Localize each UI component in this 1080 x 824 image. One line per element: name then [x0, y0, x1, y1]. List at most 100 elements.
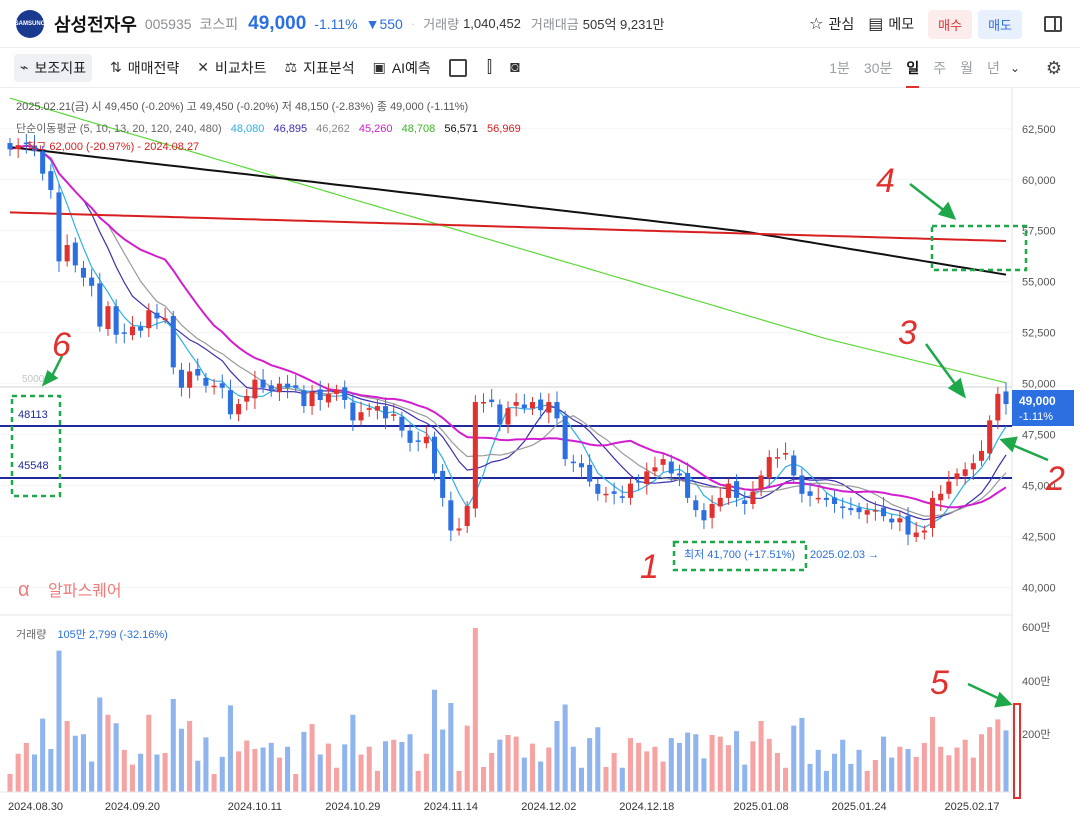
candle[interactable]: [219, 383, 225, 388]
candle[interactable]: [946, 481, 952, 494]
candle[interactable]: [391, 414, 397, 416]
candle[interactable]: [399, 416, 405, 431]
volume-bar[interactable]: [636, 742, 642, 792]
candle[interactable]: [750, 491, 756, 504]
volume-bar[interactable]: [48, 749, 54, 792]
candle[interactable]: [358, 412, 364, 421]
candle[interactable]: [23, 142, 29, 145]
volume-bar[interactable]: [864, 770, 870, 792]
candle[interactable]: [260, 379, 266, 388]
sell-button[interactable]: 매도: [978, 9, 1022, 39]
candle[interactable]: [80, 267, 87, 278]
checkbox-icon[interactable]: [448, 58, 467, 77]
candle[interactable]: [848, 508, 854, 511]
candle[interactable]: [40, 151, 46, 174]
candle[interactable]: [64, 245, 70, 262]
side-panel-icon[interactable]: [1044, 16, 1062, 32]
volume-bar[interactable]: [113, 723, 119, 792]
volume-bar[interactable]: [366, 746, 372, 792]
volume-bar[interactable]: [40, 718, 46, 792]
volume-bar[interactable]: [685, 732, 691, 792]
volume-bar[interactable]: [129, 764, 135, 792]
candle[interactable]: [505, 408, 511, 425]
candle[interactable]: [587, 464, 593, 482]
candle[interactable]: [774, 457, 780, 459]
volume-bar[interactable]: [211, 774, 217, 792]
candle[interactable]: [913, 532, 919, 538]
candle[interactable]: [832, 497, 838, 504]
candle[interactable]: [889, 518, 895, 523]
candle[interactable]: [864, 510, 870, 515]
candle[interactable]: [856, 507, 862, 513]
volume-bar[interactable]: [954, 747, 960, 793]
candle[interactable]: [619, 496, 625, 498]
volume-bar[interactable]: [464, 725, 470, 792]
buy-button[interactable]: 매수: [928, 9, 973, 39]
volume-bar[interactable]: [431, 689, 438, 792]
candle[interactable]: [766, 457, 772, 478]
candle[interactable]: [954, 473, 960, 480]
candle[interactable]: [725, 483, 731, 498]
candle[interactable]: [529, 402, 536, 409]
candle[interactable]: [317, 389, 323, 400]
candle[interactable]: [807, 491, 813, 496]
chevron-down-icon[interactable]: ⌄: [1009, 61, 1020, 75]
candle[interactable]: [660, 459, 666, 465]
candle[interactable]: [578, 463, 585, 468]
volume-bar[interactable]: [652, 746, 658, 792]
volume-bar[interactable]: [187, 721, 193, 792]
candle[interactable]: [7, 143, 13, 150]
volume-bar[interactable]: [480, 767, 487, 792]
volume-bar[interactable]: [138, 753, 144, 792]
volume-bar[interactable]: [766, 738, 772, 792]
candle[interactable]: [480, 402, 487, 404]
candle[interactable]: [921, 530, 927, 533]
volume-bar[interactable]: [285, 746, 291, 792]
candle[interactable]: [791, 455, 797, 476]
candle[interactable]: [97, 283, 103, 327]
candle[interactable]: [636, 481, 642, 483]
candle[interactable]: [742, 500, 748, 504]
volume-bar[interactable]: [293, 774, 299, 792]
candle[interactable]: [521, 404, 527, 409]
candle[interactable]: [31, 145, 38, 152]
candle[interactable]: [105, 306, 111, 330]
volume-bar[interactable]: [448, 703, 454, 792]
volume-bar[interactable]: [489, 753, 495, 792]
volume-bar[interactable]: [415, 770, 421, 792]
volume-bar[interactable]: [31, 754, 38, 793]
candle[interactable]: [881, 507, 887, 517]
volume-bar[interactable]: [889, 757, 895, 792]
volume-bar[interactable]: [252, 749, 258, 792]
candle[interactable]: [211, 385, 217, 388]
candle[interactable]: [431, 436, 438, 474]
candle[interactable]: [668, 461, 674, 474]
candle[interactable]: [170, 315, 176, 368]
volume-bar[interactable]: [595, 727, 601, 792]
candle[interactable]: [203, 377, 209, 386]
volume-bar[interactable]: [391, 739, 397, 792]
candle[interactable]: [154, 312, 160, 319]
candle[interactable]: [938, 493, 944, 501]
volume-bar[interactable]: [962, 739, 968, 792]
volume-bar[interactable]: [423, 753, 429, 792]
period-week[interactable]: 주: [933, 60, 947, 76]
volume-bar[interactable]: [946, 755, 952, 792]
watch-button[interactable]: ☆ 관심: [809, 14, 854, 34]
volume-bar[interactable]: [23, 742, 29, 792]
volume-bar[interactable]: [725, 745, 731, 792]
volume-bar[interactable]: [840, 739, 846, 792]
candle[interactable]: [1003, 391, 1009, 405]
volume-bar[interactable]: [660, 761, 666, 793]
volume-bar[interactable]: [823, 770, 829, 792]
volume-bar[interactable]: [219, 756, 225, 792]
volume-bar[interactable]: [701, 758, 707, 792]
volume-bar[interactable]: [383, 741, 389, 792]
volume-bar[interactable]: [644, 751, 650, 792]
candle[interactable]: [366, 408, 372, 410]
candle[interactable]: [962, 469, 968, 476]
candle[interactable]: [342, 387, 348, 400]
volume-bar[interactable]: [717, 736, 723, 792]
volume-bar[interactable]: [570, 746, 576, 792]
candle[interactable]: [268, 385, 274, 390]
